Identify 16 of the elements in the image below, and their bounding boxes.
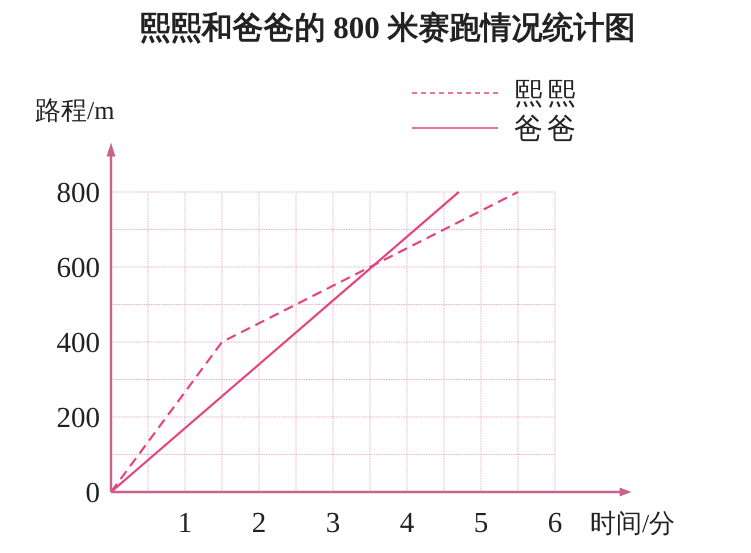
legend-label: 熙熙 (514, 78, 580, 110)
y-tick-label: 600 (56, 252, 100, 284)
x-tick-label: 2 (252, 507, 266, 539)
legend-label: 爸爸 (514, 113, 580, 145)
y-axis-title: 路程/m (35, 96, 114, 125)
x-axis-title: 时间/分 (590, 509, 676, 538)
chart-title: 熙熙和爸爸的 800 米赛跑情况统计图 (140, 10, 636, 45)
y-tick-label: 0 (86, 477, 100, 509)
x-tick-label: 1 (178, 507, 192, 539)
y-tick-label: 200 (56, 402, 100, 434)
y-tick-label: 400 (56, 327, 100, 359)
y-tick-label: 800 (56, 177, 100, 209)
x-tick-label: 5 (474, 507, 488, 539)
x-tick-label: 6 (548, 507, 562, 539)
x-tick-label: 4 (400, 507, 415, 539)
x-tick-label: 3 (326, 507, 340, 539)
